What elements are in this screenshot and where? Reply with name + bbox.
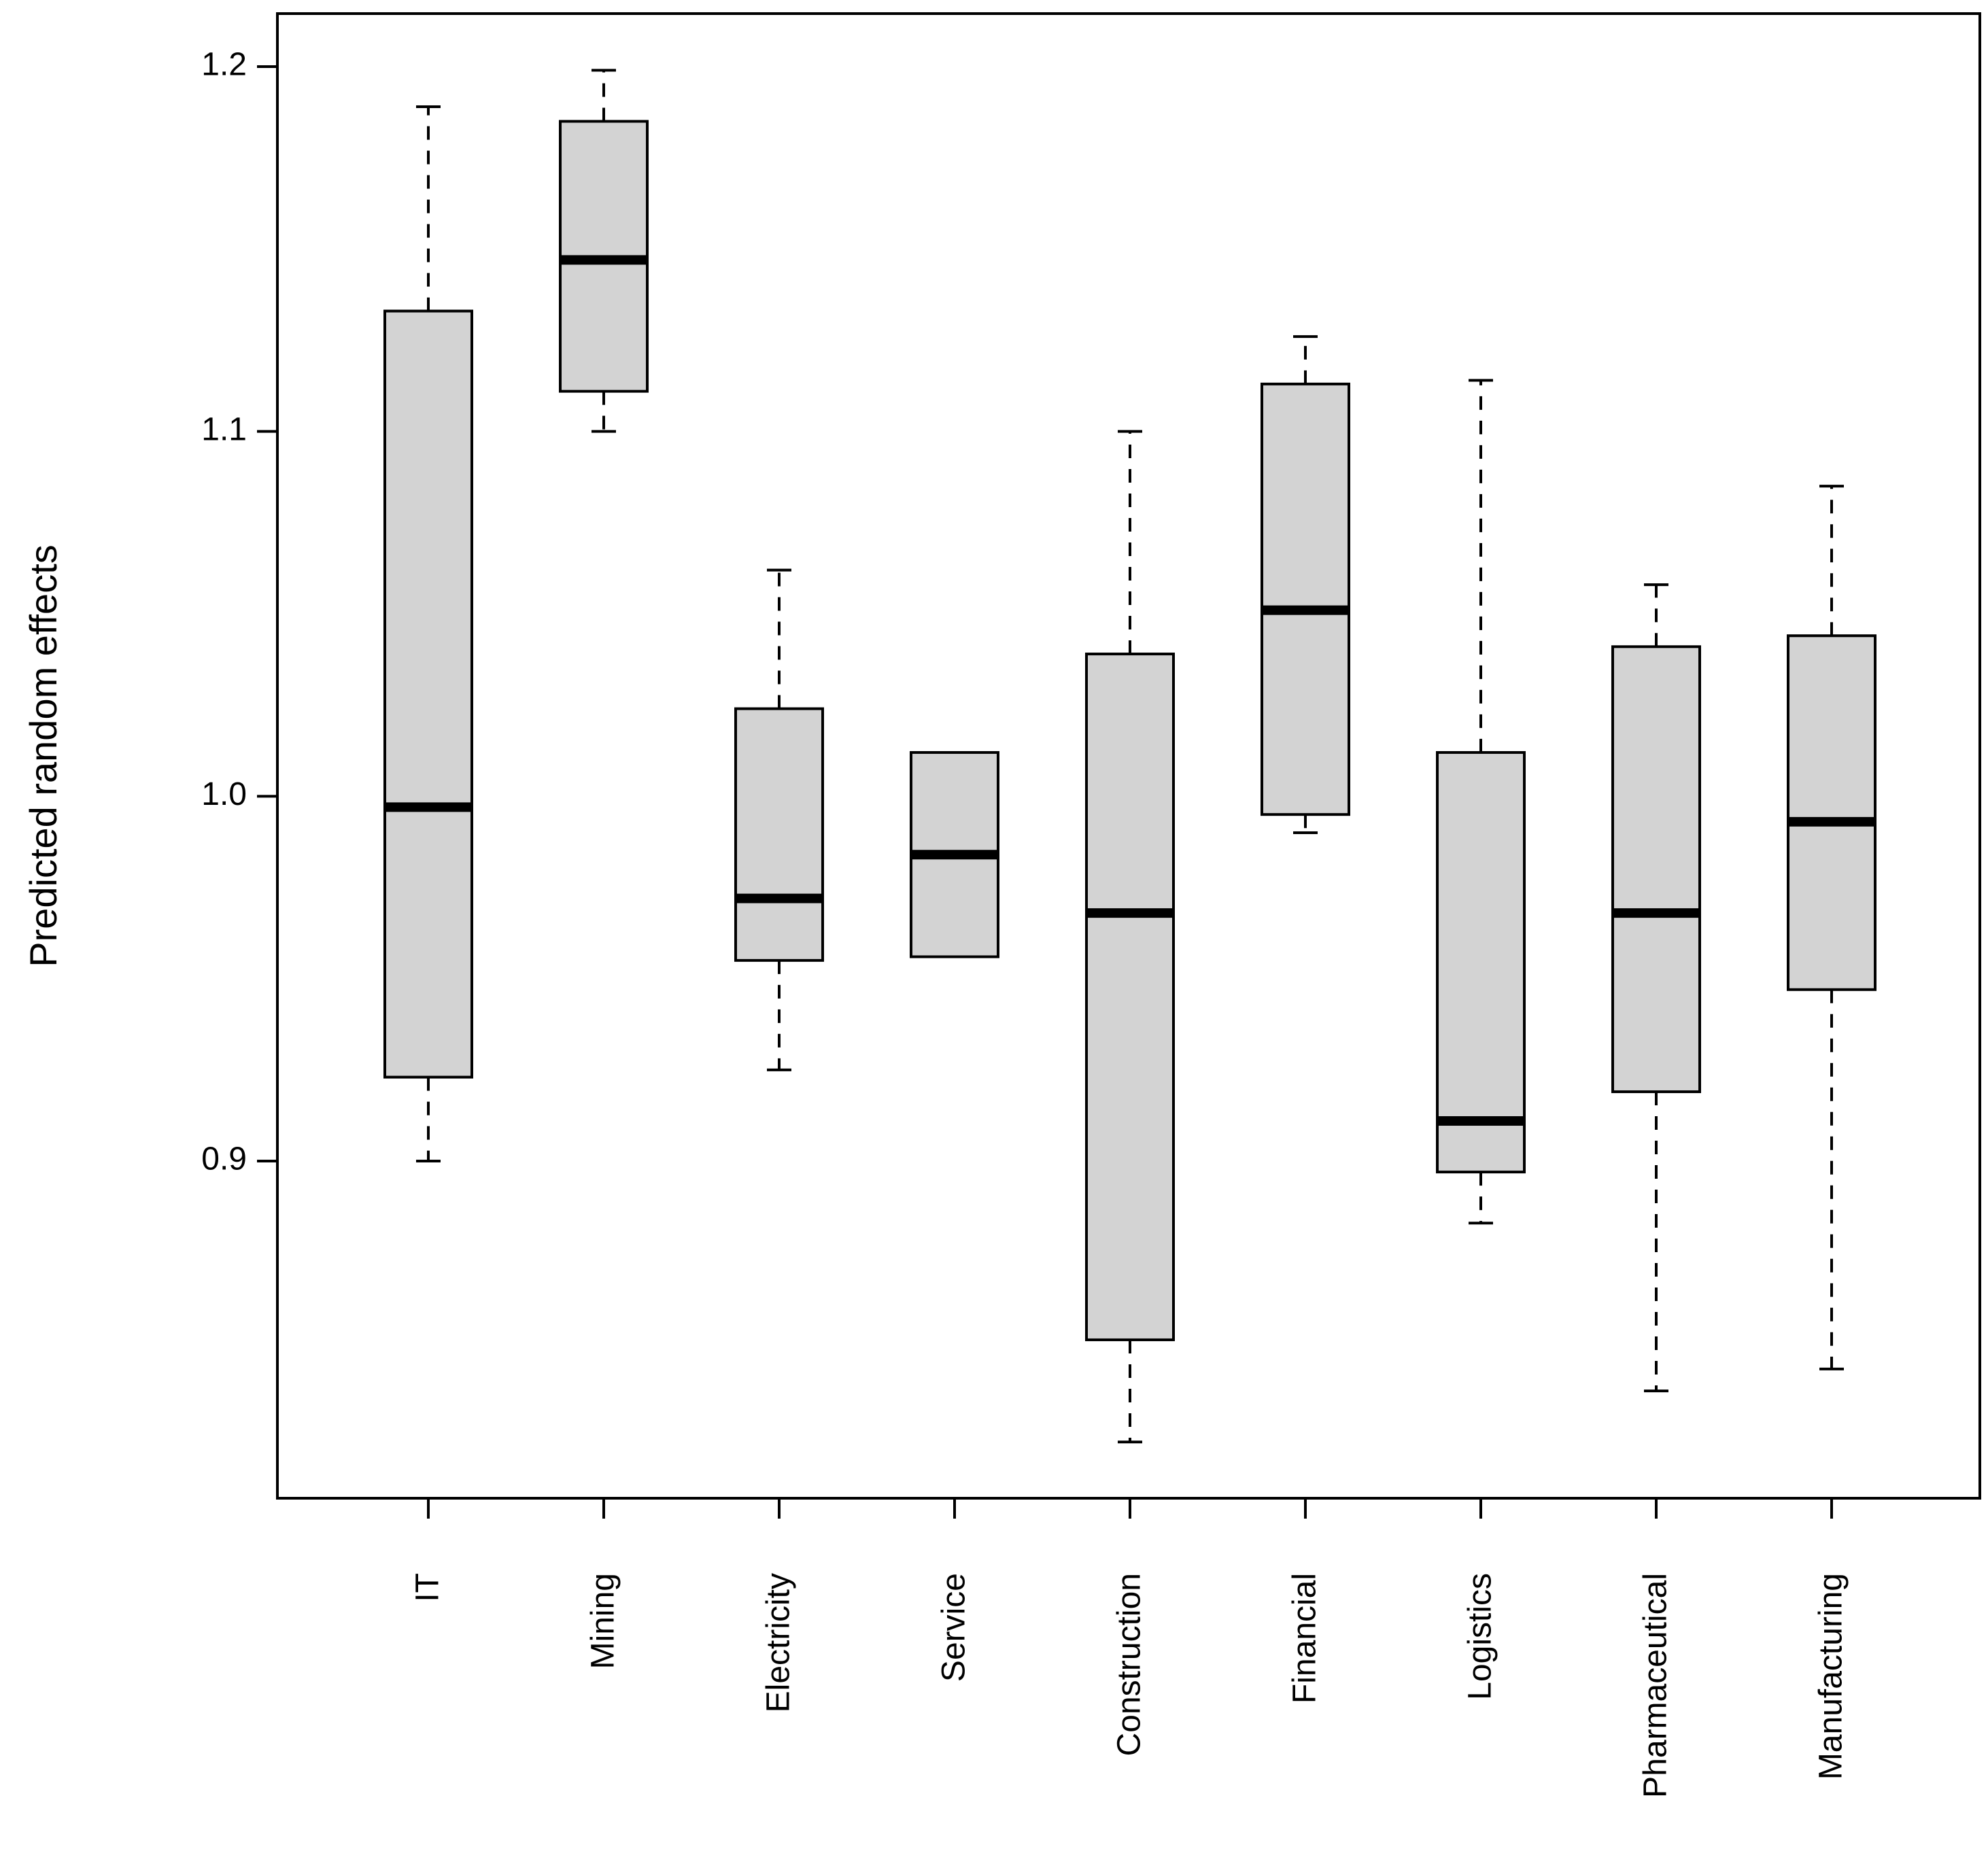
plot-area: 0.9 1.0 1.1 1.2 IT Mining Electricity Service Co… bbox=[201, 47, 1876, 1798]
box-construction bbox=[1085, 430, 1175, 1444]
box-mining bbox=[559, 69, 649, 433]
x-tick-label: Service bbox=[936, 1573, 972, 1682]
box-iqr bbox=[1787, 634, 1876, 991]
x-tick-label: Mining bbox=[585, 1573, 621, 1669]
box-iqr bbox=[1085, 653, 1175, 1341]
y-tick-label: 1.0 bbox=[201, 776, 247, 812]
box-iqr bbox=[1611, 645, 1701, 1094]
box-iqr bbox=[383, 309, 473, 1079]
x-tick-label: Manufacturing bbox=[1813, 1573, 1849, 1780]
box-financial bbox=[1261, 335, 1350, 834]
x-tick-label: Logistics bbox=[1462, 1573, 1498, 1700]
box-electricity bbox=[734, 568, 824, 1071]
x-tick-label: Construction bbox=[1112, 1573, 1148, 1756]
box-it bbox=[383, 105, 473, 1162]
box-pharmaceutical bbox=[1611, 583, 1701, 1393]
box-manufacturing bbox=[1787, 485, 1876, 1370]
y-tick-label: 1.2 bbox=[201, 47, 247, 83]
box-iqr bbox=[1261, 382, 1350, 816]
box-iqr bbox=[1436, 750, 1526, 1174]
y-tick-label: 1.1 bbox=[201, 411, 247, 447]
x-tick-label: IT bbox=[410, 1573, 446, 1602]
box-iqr bbox=[734, 707, 824, 962]
y-tick-label: 0.9 bbox=[201, 1141, 247, 1177]
x-tick-label: Electricity bbox=[761, 1573, 797, 1712]
plot-frame bbox=[276, 12, 1981, 1500]
x-tick-label: Financial bbox=[1287, 1573, 1323, 1704]
box-service bbox=[910, 750, 999, 958]
x-tick-label: Pharmaceutical bbox=[1638, 1573, 1674, 1798]
box-logistics bbox=[1436, 379, 1526, 1225]
y-axis-title: Predicted random effects bbox=[22, 545, 65, 967]
